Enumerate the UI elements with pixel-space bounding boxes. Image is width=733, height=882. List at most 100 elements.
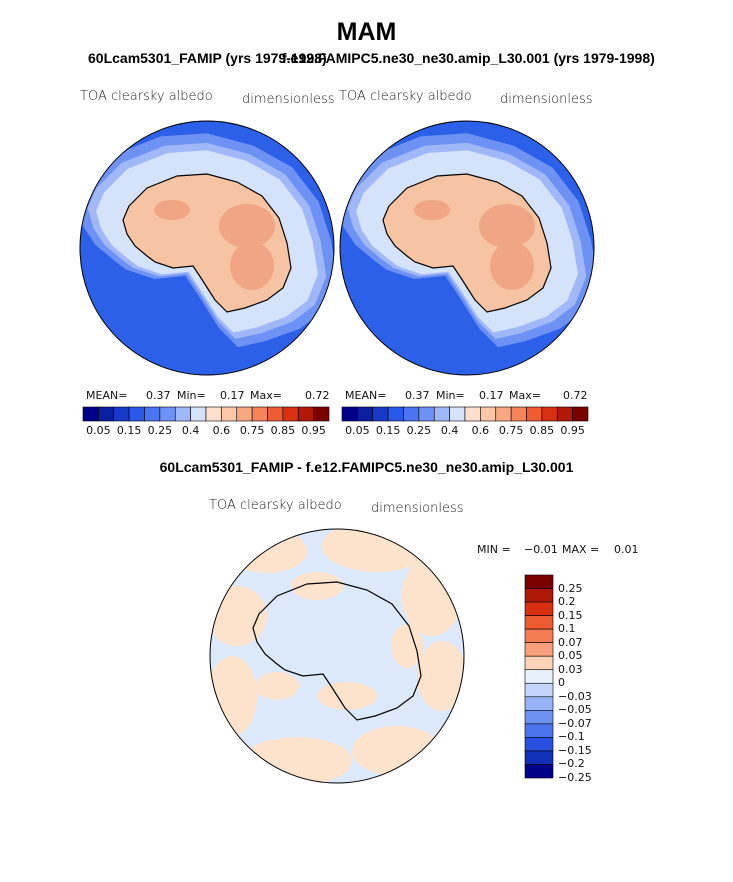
panel-1-colorbar-tick-label: 0.75 — [239, 424, 265, 437]
panel-2-colorbar-swatch-13 — [526, 406, 543, 422]
panel-1-colorbar-swatch-4 — [128, 406, 145, 422]
panel-2-colorbar-tick-label: 0.85 — [529, 424, 555, 437]
panel-1-colorbar-tick-label: 0.4 — [181, 424, 200, 437]
panel-1-colorbar-tick-label: 0.25 — [147, 424, 173, 437]
diff-colorbar-swatch-8 — [524, 669, 554, 684]
season-title: MAM — [336, 18, 397, 46]
diff-units-label: dimensionless — [371, 501, 464, 516]
diff-colorbar-swatch-11 — [524, 710, 554, 725]
diff-min-value: −0.01 — [524, 543, 558, 556]
positive-anomaly-3 — [402, 556, 462, 636]
diff-min-label: MIN = — [477, 543, 511, 556]
panel-1-max-value: 0.72 — [305, 389, 330, 402]
positive-anomaly-10 — [317, 682, 377, 710]
panel-2-map — [339, 120, 595, 376]
difference-title: 60Lcam5301_FAMIP - f.e12.FAMIPC5.ne30_ne… — [159, 459, 574, 475]
difference-map — [209, 528, 465, 784]
panel-1-colorbar-swatch-12 — [251, 406, 268, 422]
panel-1-colorbar-swatch-1 — [82, 406, 99, 422]
panel-2-colorbar-swatch-8 — [449, 406, 466, 422]
map-border — [79, 120, 335, 376]
panel-2-colorbar-swatch-4 — [387, 406, 404, 422]
panel-2-colorbar-tick-label: 0.6 — [471, 424, 490, 437]
panel-2-colorbar-swatch-5 — [403, 406, 420, 422]
panel-1-colorbar-swatch-6 — [159, 406, 176, 422]
positive-anomaly-4 — [417, 641, 464, 711]
diff-colorbar-tick-label: 0.07 — [558, 635, 583, 649]
panel-2-colorbar-tick-label: 0.4 — [440, 424, 459, 437]
panel-1-colorbar-swatch-8 — [190, 406, 207, 422]
diff-max-label: MAX = — [562, 543, 600, 556]
panel-1-max-label: Max= — [250, 389, 282, 402]
diff-max-value: 0.01 — [614, 543, 639, 556]
panel-1-colorbar-tick-label: 0.6 — [212, 424, 231, 437]
panel-1-colorbar-swatch-9 — [205, 406, 222, 422]
panel-1-units-label: dimensionless — [242, 92, 335, 107]
plateau-zone-east — [479, 204, 535, 248]
panel-1-colorbar-swatch-16 — [313, 406, 330, 422]
diff-colorbar-swatch-1 — [524, 574, 554, 589]
diff-colorbar-swatch-12 — [524, 723, 554, 738]
diff-colorbar-tick-label: 0.15 — [558, 608, 583, 622]
panel-1-colorbar-swatch-3 — [113, 406, 130, 422]
panel-2-colorbar-swatch-15 — [556, 406, 573, 422]
positive-anomaly-9 — [291, 572, 343, 600]
plateau-zone-east — [219, 204, 275, 248]
diff-colorbar-swatch-3 — [524, 601, 554, 616]
positive-anomaly-11 — [255, 672, 299, 700]
panel-2-min-label: Min= — [436, 389, 465, 402]
panel-1-variable-label: TOA clearsky albedo — [80, 89, 213, 104]
panel-2-colorbar-swatch-3 — [372, 406, 389, 422]
positive-anomaly-6 — [242, 737, 352, 783]
plateau-zone-west — [414, 200, 450, 220]
panel-1-colorbar-tick-label: 0.95 — [301, 424, 326, 437]
panel-1-colorbar — [82, 406, 330, 422]
panel-1-colorbar-swatch-11 — [236, 406, 253, 422]
panel-1-colorbar-swatch-14 — [282, 406, 299, 422]
diff-colorbar-swatch-13 — [524, 737, 554, 752]
diff-colorbar-swatch-7 — [524, 655, 554, 671]
diff-colorbar-tick-label: −0.05 — [558, 703, 592, 717]
panel-2-colorbar-swatch-11 — [495, 406, 512, 422]
diff-colorbar-tick-label: −0.1 — [558, 730, 585, 744]
positive-anomaly-12 — [391, 624, 423, 668]
panel-2-max-label: Max= — [509, 389, 541, 402]
diff-colorbar-tick-label: 0.05 — [558, 649, 583, 663]
panel-1-colorbar-swatch-13 — [267, 406, 284, 422]
panel-1-mean-label: MEAN= — [86, 389, 128, 402]
panel-1-colorbar-swatch-7 — [174, 406, 191, 422]
panel-2-mean-value: 0.37 — [405, 389, 430, 402]
diff-colorbar-swatch-2 — [524, 588, 554, 603]
panel-2-colorbar-tick-label: 0.95 — [560, 424, 585, 437]
panel-2-colorbar-swatch-10 — [480, 406, 497, 422]
diff-colorbar-tick-label: −0.07 — [558, 716, 592, 730]
panel-1-colorbar-swatch-15 — [297, 406, 314, 422]
panel-2-colorbar-tick-label: 0.05 — [345, 424, 370, 437]
diff-colorbar-tick-label: 0.2 — [558, 595, 576, 609]
plateau-zone-south — [490, 242, 534, 290]
diff-colorbar-swatch-9 — [524, 682, 554, 698]
panel-1-colorbar-swatch-10 — [221, 406, 238, 422]
panel-1-mean-value: 0.37 — [146, 389, 171, 402]
diff-background — [210, 529, 464, 783]
diff-colorbar-swatch-10 — [524, 696, 554, 711]
diff-colorbar-tick-label: −0.25 — [558, 771, 592, 784]
diff-colorbar-tick-label: −0.15 — [558, 743, 592, 757]
panel-2-units-label: dimensionless — [500, 92, 593, 107]
panel-2-colorbar-swatch-6 — [418, 406, 435, 422]
diff-colorbar-tick-label: 0 — [558, 676, 565, 690]
panel-2-mean-label: MEAN= — [345, 389, 387, 402]
panel-2-colorbar-tick-label: 0.75 — [498, 424, 524, 437]
diff-colorbar-swatch-5 — [524, 628, 554, 643]
panel-2-min-value: 0.17 — [479, 389, 504, 402]
panel-2-colorbar-swatch-7 — [433, 406, 450, 422]
panel-1-colorbar-swatch-5 — [144, 406, 161, 422]
panel-2-colorbar-tick-label: 0.15 — [375, 424, 401, 437]
plateau-zone-west — [154, 200, 190, 220]
diff-colorbar-tick-label: 0.1 — [558, 622, 576, 636]
panel-1-min-label: Min= — [177, 389, 206, 402]
positive-anomaly-7 — [210, 656, 257, 736]
panel-2-colorbar-swatch-9 — [464, 406, 481, 422]
plateau-zone-south — [230, 242, 274, 290]
